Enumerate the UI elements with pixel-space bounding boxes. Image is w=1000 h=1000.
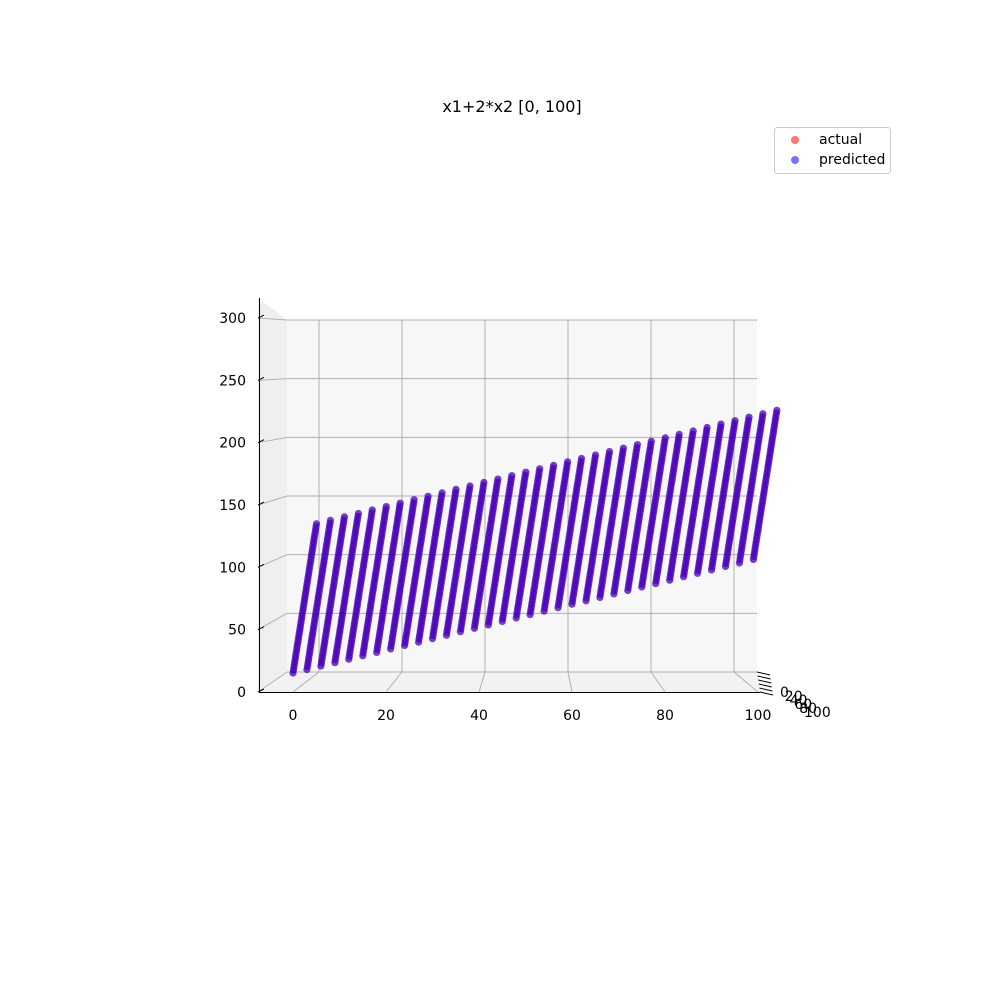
- x-gridline-floor: [385, 671, 403, 693]
- predicted-point: [494, 475, 502, 483]
- predicted-point: [382, 503, 390, 511]
- predicted-point: [633, 441, 642, 449]
- x-tick-label: 60: [563, 708, 581, 724]
- predicted-point: [577, 454, 586, 463]
- z-tick-label: 50: [228, 623, 246, 639]
- predicted-point: [354, 509, 362, 518]
- predicted-point: [647, 437, 655, 445]
- z-tick-label: 100: [219, 560, 246, 576]
- predicted-point: [480, 478, 488, 487]
- y-tick-label: 40: [790, 693, 808, 709]
- x-tick-label: 40: [470, 708, 488, 724]
- z-tick-mark: [257, 376, 265, 381]
- y-tick-label: 60: [794, 697, 812, 713]
- left-pane: [258, 298, 287, 692]
- predicted-point: [410, 496, 418, 504]
- predicted-point: [759, 410, 767, 418]
- y-tick-label: 80: [799, 701, 817, 717]
- predicted-point: [340, 513, 348, 521]
- predicted-point: [773, 406, 781, 414]
- legend-box: [774, 127, 891, 174]
- y-tick-mark: [757, 675, 771, 680]
- x-gridline-floor: [292, 671, 320, 693]
- z-tick-label: 250: [219, 373, 246, 389]
- x-tick-label: 20: [377, 708, 395, 724]
- x-tick-label: 100: [745, 708, 772, 724]
- predicted-point: [312, 520, 321, 528]
- y-tick-mark: [758, 679, 772, 684]
- z-gridline-side: [257, 495, 288, 506]
- predicted-point: [536, 465, 544, 473]
- predicted-point: [689, 427, 697, 435]
- x-gridline-floor: [733, 671, 759, 693]
- z-tick-label: 200: [219, 436, 246, 452]
- predicted-point: [452, 485, 460, 493]
- axis-lines: [259, 298, 760, 693]
- z-tick-label: 300: [219, 311, 246, 327]
- z-gridline-side: [257, 317, 288, 321]
- predicted-point: [326, 516, 334, 525]
- floor-pane: [258, 672, 760, 692]
- predicted-point: [396, 499, 404, 507]
- z-tick-mark: [257, 563, 265, 568]
- scatter-points: [289, 406, 781, 677]
- z-gridline-side: [257, 378, 288, 381]
- z-gridline-side: [257, 671, 288, 693]
- x-gridline-floor: [567, 671, 573, 693]
- y-tick-label: 100: [804, 705, 831, 721]
- predicted-point: [703, 423, 711, 432]
- legend-label-predicted: predicted: [819, 152, 885, 168]
- predicted-point: [564, 458, 572, 466]
- y-tick-label: 20: [785, 689, 803, 705]
- z-tick-label: 150: [219, 498, 246, 514]
- x-gridline-floor: [478, 671, 486, 693]
- predicted-point: [368, 506, 376, 514]
- predicted-point: [438, 489, 446, 497]
- z-gridline-side: [257, 436, 288, 444]
- z-tick-mark: [257, 688, 265, 693]
- predicted-point: [619, 444, 628, 452]
- predicted-point: [508, 472, 516, 480]
- x-tick-label: 80: [656, 708, 674, 724]
- legend-label-actual: actual: [819, 132, 862, 148]
- predicted-point: [675, 430, 683, 438]
- predicted-point: [717, 420, 725, 428]
- z-tick-mark: [257, 439, 265, 444]
- y-tick-mark: [759, 687, 773, 692]
- predicted-point: [466, 482, 474, 490]
- chart-title: x1+2*x2 [0, 100]: [442, 97, 581, 116]
- x-tick-label: 0: [289, 708, 298, 724]
- z-tick-mark: [257, 314, 265, 319]
- predicted-point: [424, 492, 432, 500]
- predicted-point: [731, 417, 739, 425]
- predicted-point: [745, 413, 753, 421]
- y-tick-mark: [759, 691, 774, 696]
- y-tick-mark: [758, 683, 772, 688]
- x-gridline-floor: [650, 671, 666, 693]
- z-tick-label: 0: [237, 685, 246, 701]
- legend: actual predicted: [774, 127, 891, 174]
- z-tick-mark: [257, 626, 265, 631]
- predicted-point: [605, 448, 614, 456]
- predicted-point: [550, 461, 558, 469]
- predicted-point: [661, 434, 669, 442]
- y-tick-mark: [756, 671, 771, 676]
- legend-marker-actual: [791, 136, 799, 144]
- z-tick-mark: [257, 501, 265, 506]
- y-tick-label: 0: [780, 685, 789, 701]
- predicted-point: [522, 468, 530, 476]
- legend-marker-predicted: [791, 156, 799, 164]
- predicted-point: [591, 451, 600, 459]
